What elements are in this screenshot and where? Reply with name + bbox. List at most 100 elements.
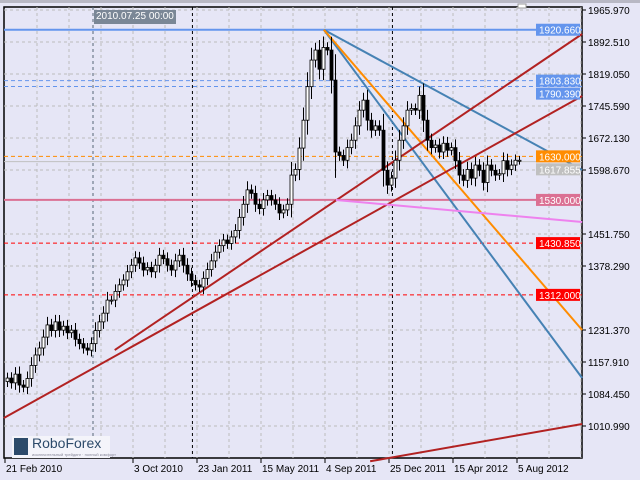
candle-body xyxy=(393,159,398,179)
candle xyxy=(117,278,122,298)
candle-body xyxy=(45,324,50,338)
candle xyxy=(157,247,162,273)
candle-body xyxy=(501,160,506,175)
candle-body xyxy=(461,174,466,181)
price-label: 1530.000 xyxy=(539,196,581,207)
logo-text: RoboForex xyxy=(32,435,102,451)
candle xyxy=(417,86,422,119)
candle xyxy=(353,117,358,149)
y-tick-label: 1231.370 xyxy=(588,326,630,337)
trendline xyxy=(114,33,583,351)
y-tick-label: 1598.670 xyxy=(588,166,630,177)
candle xyxy=(49,318,54,337)
price-label-box xyxy=(536,163,580,176)
candle xyxy=(485,155,490,193)
candle xyxy=(337,146,342,161)
candle xyxy=(317,39,322,80)
candle xyxy=(309,47,314,99)
y-tick-label: 1010.990 xyxy=(588,422,630,433)
candle xyxy=(225,234,230,249)
candle xyxy=(481,162,486,191)
trendline xyxy=(335,198,583,223)
candle-body xyxy=(465,169,470,181)
candle xyxy=(513,154,518,171)
candle-body xyxy=(149,267,154,273)
candle xyxy=(217,239,222,259)
logo-tagline: исключительный трейдинг · полный комфорт xyxy=(32,452,116,457)
candle xyxy=(469,162,474,186)
candle-body xyxy=(193,280,198,286)
candle xyxy=(333,54,338,178)
price-label-box xyxy=(536,87,580,100)
x-tick-label: 15 May 2011 xyxy=(262,464,320,475)
candle-body xyxy=(389,177,394,186)
candle-body xyxy=(349,139,354,149)
candle-body xyxy=(237,216,242,231)
candle-body xyxy=(453,147,458,162)
candle xyxy=(497,169,502,180)
candle xyxy=(249,184,254,199)
candle-body xyxy=(249,189,254,194)
candle xyxy=(329,36,334,94)
candle-body xyxy=(509,164,514,170)
candle-body xyxy=(29,365,34,379)
candle xyxy=(413,103,418,116)
candle-body xyxy=(273,199,278,205)
candle xyxy=(153,258,158,279)
candle xyxy=(401,117,406,149)
candle xyxy=(109,295,114,305)
candle-body xyxy=(485,164,490,183)
candle-body xyxy=(493,169,498,176)
candle-body xyxy=(253,192,258,205)
candle xyxy=(237,209,242,239)
x-tick-label: 3 Oct 2010 xyxy=(134,464,183,475)
candle-body xyxy=(113,290,118,301)
price-label-box xyxy=(536,150,580,163)
candle-body xyxy=(161,254,166,260)
candle xyxy=(305,72,310,135)
candle xyxy=(357,101,362,135)
candle-body xyxy=(125,271,130,281)
candle xyxy=(281,204,286,219)
candle-body xyxy=(513,159,518,166)
candle-body xyxy=(81,343,86,349)
candle-body xyxy=(97,321,102,331)
candle-body xyxy=(437,144,442,153)
price-label-box xyxy=(536,193,580,206)
y-tick-label: 1378.290 xyxy=(588,262,630,273)
candle xyxy=(185,258,190,281)
candle xyxy=(421,83,426,132)
candle-body xyxy=(93,330,98,345)
candle xyxy=(429,133,434,155)
candle xyxy=(69,325,74,338)
price-label: 1790.390 xyxy=(539,90,581,101)
candle xyxy=(369,112,374,138)
candle xyxy=(57,315,62,337)
candle xyxy=(313,42,318,68)
candle-body xyxy=(265,195,270,201)
candle-body xyxy=(409,108,414,111)
candle xyxy=(229,230,234,250)
candle-body xyxy=(305,86,310,121)
candle xyxy=(121,274,126,291)
price-label-box xyxy=(536,74,580,87)
candle-body xyxy=(301,119,306,149)
candle-body xyxy=(101,312,106,323)
candle-body xyxy=(145,267,150,271)
candle-body xyxy=(401,125,406,141)
x-tick-label: 5 Aug 2012 xyxy=(518,464,569,475)
candle xyxy=(477,159,482,177)
candle xyxy=(381,113,386,187)
x-tick-label: 21 Feb 2010 xyxy=(6,464,63,475)
candle-body xyxy=(477,164,482,171)
candle xyxy=(129,258,134,279)
candle xyxy=(45,316,50,346)
trendline xyxy=(323,28,583,171)
trendline xyxy=(323,29,583,331)
candle-body xyxy=(41,336,46,349)
candle xyxy=(97,314,102,338)
candle-body xyxy=(233,230,238,238)
candle-body xyxy=(33,354,38,366)
candle xyxy=(405,101,410,135)
